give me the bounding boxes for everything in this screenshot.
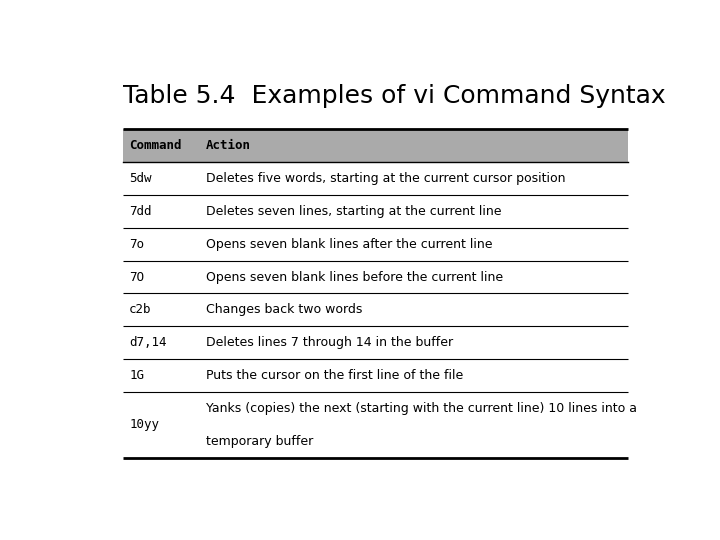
Text: 5dw: 5dw <box>129 172 152 185</box>
Text: Opens seven blank lines after the current line: Opens seven blank lines after the curren… <box>206 238 492 251</box>
Text: Action: Action <box>206 139 251 152</box>
Text: 10yy: 10yy <box>129 418 159 431</box>
Text: 7o: 7o <box>129 238 144 251</box>
Bar <box>124 129 629 162</box>
Text: temporary buffer: temporary buffer <box>206 435 313 448</box>
Text: Deletes five words, starting at the current cursor position: Deletes five words, starting at the curr… <box>206 172 566 185</box>
Text: Table 5.4  Examples of vi Command Syntax: Table 5.4 Examples of vi Command Syntax <box>124 84 666 107</box>
Text: Opens seven blank lines before the current line: Opens seven blank lines before the curre… <box>206 271 503 284</box>
Text: Command: Command <box>129 139 181 152</box>
Text: Deletes lines 7 through 14 in the buffer: Deletes lines 7 through 14 in the buffer <box>206 336 454 349</box>
Text: Changes back two words: Changes back two words <box>206 303 363 316</box>
Text: Yanks (copies) the next (starting with the current line) 10 lines into a: Yanks (copies) the next (starting with t… <box>206 402 637 415</box>
Text: 7O: 7O <box>129 271 144 284</box>
Text: Puts the cursor on the first line of the file: Puts the cursor on the first line of the… <box>206 369 464 382</box>
Text: 7dd: 7dd <box>129 205 152 218</box>
Text: c2b: c2b <box>129 303 152 316</box>
Text: d7,14: d7,14 <box>129 336 166 349</box>
Text: Deletes seven lines, starting at the current line: Deletes seven lines, starting at the cur… <box>206 205 502 218</box>
Text: 1G: 1G <box>129 369 144 382</box>
